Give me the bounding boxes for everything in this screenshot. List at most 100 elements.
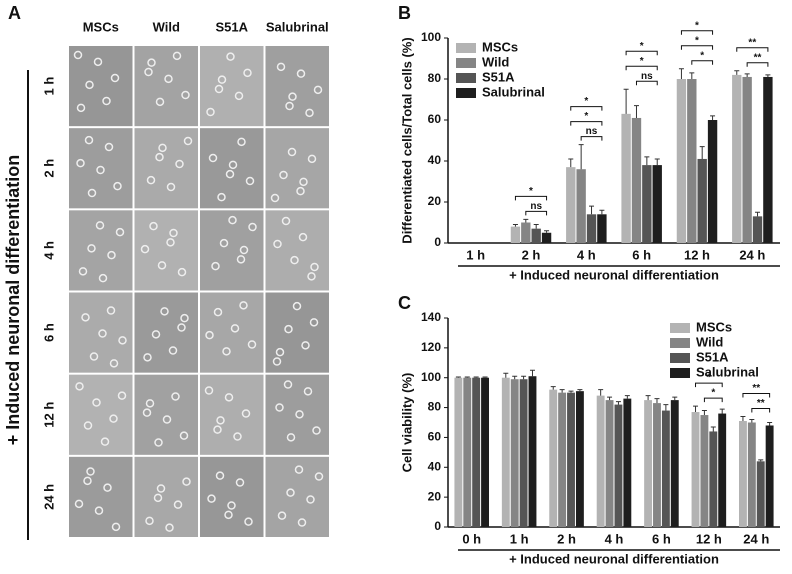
error-bar (607, 396, 613, 401)
cell (284, 324, 293, 334)
cell (149, 221, 158, 231)
error-bar (533, 224, 539, 229)
error-bar (710, 426, 716, 432)
significance-label: * (707, 373, 711, 384)
cell (182, 477, 191, 486)
cell (275, 347, 285, 357)
y-tick-label: 20 (428, 194, 442, 208)
bar (521, 222, 531, 243)
cell (115, 227, 125, 237)
error-bar (523, 218, 529, 223)
cell (153, 493, 163, 503)
cell (243, 68, 252, 78)
bar (652, 165, 662, 243)
micrograph (69, 128, 133, 209)
cell (296, 186, 305, 196)
y-tick-label: 40 (428, 459, 442, 473)
cell (296, 69, 306, 78)
cell (84, 135, 94, 145)
cell (83, 421, 93, 430)
y-axis-label: Differentiated cells/Total cells (%) (399, 37, 414, 243)
cell (87, 188, 97, 198)
bar (631, 117, 642, 243)
cell (216, 416, 225, 425)
cell (169, 228, 178, 238)
bar (700, 415, 709, 527)
cell (177, 323, 186, 332)
bar (732, 74, 742, 244)
cell (298, 232, 308, 242)
cell (165, 523, 174, 532)
bar (653, 403, 661, 527)
cell (309, 318, 319, 327)
cell (313, 85, 323, 95)
error-bar (701, 410, 707, 416)
bar (752, 216, 763, 243)
bar (670, 400, 679, 527)
error-bar (568, 390, 574, 393)
significance-label: * (640, 56, 644, 67)
cell (179, 431, 189, 440)
cell (299, 177, 308, 187)
y-tick-label: 80 (428, 400, 442, 414)
cell (206, 107, 215, 117)
y-tick-label: 100 (421, 30, 441, 44)
cell (172, 51, 182, 61)
error-bar (663, 404, 669, 411)
cell (208, 153, 218, 163)
micrograph (134, 210, 198, 291)
bar (623, 398, 632, 527)
micrograph (69, 374, 133, 455)
bar (718, 413, 727, 527)
panel-label: C (398, 293, 411, 313)
significance-bracket (570, 106, 603, 111)
bar (742, 76, 752, 243)
cell (154, 438, 163, 447)
significance-bracket (514, 195, 548, 201)
cell (222, 347, 231, 356)
significance-bracket (625, 65, 658, 71)
legend-label: Wild (696, 334, 723, 349)
cell (89, 352, 99, 361)
legend-swatch (456, 73, 476, 83)
cell (92, 398, 101, 407)
cell (273, 239, 282, 249)
y-tick-label: 100 (421, 370, 441, 384)
x-tick-label: 2 h (522, 247, 541, 262)
error-bar (767, 422, 773, 426)
legend-swatch (670, 353, 690, 363)
error-bar (654, 158, 660, 166)
significance-bracket (695, 382, 723, 388)
significance-bracket (751, 408, 771, 413)
error-bar (699, 146, 705, 159)
column-header: Salubrinal (266, 19, 329, 34)
x-tick-label: 6 h (652, 531, 671, 546)
error-bar (744, 73, 750, 77)
cell (235, 478, 245, 487)
bar (605, 400, 614, 527)
error-bar (693, 405, 699, 413)
bar (549, 389, 558, 527)
cell (211, 261, 220, 271)
legend-label: Salubrinal (696, 364, 759, 379)
cell (87, 244, 96, 253)
error-bar (512, 224, 518, 227)
cell (85, 80, 94, 90)
legend-swatch (456, 88, 476, 98)
bar (566, 167, 576, 243)
micrograph (265, 210, 329, 291)
error-bar (544, 230, 550, 233)
legend-label: S51A (696, 349, 729, 364)
x-tick-label: 12 h (684, 247, 710, 262)
column-header: MSCs (83, 19, 119, 34)
cell (109, 359, 119, 368)
error-bar (624, 395, 630, 399)
cell (158, 143, 167, 153)
y-tick-label: 120 (421, 340, 441, 354)
error-bar (719, 408, 725, 414)
x-axis-label: + Induced neuronal differentiation (509, 551, 719, 566)
bar (765, 425, 774, 527)
significance-bracket (635, 80, 658, 86)
y-tick-label: 80 (428, 71, 442, 85)
